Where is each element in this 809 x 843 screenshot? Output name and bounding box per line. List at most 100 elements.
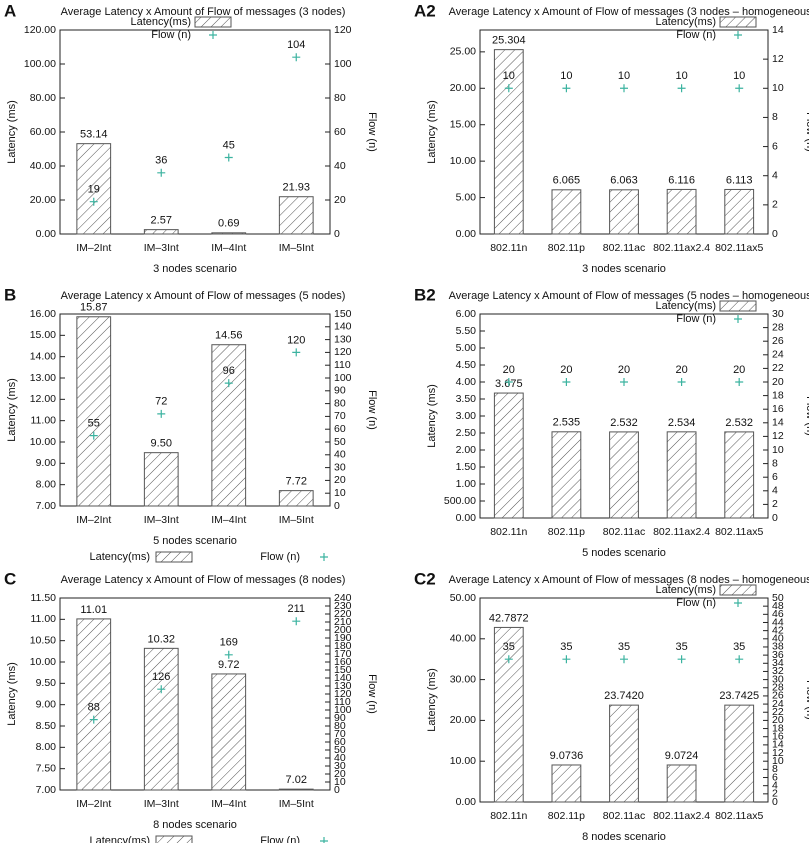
y-tick-label: 15.00 xyxy=(30,329,56,341)
y2-tick-label: 40 xyxy=(334,160,346,172)
panel-label: C2 xyxy=(414,569,436,588)
y2-tick-label: 4 xyxy=(772,169,778,181)
y2-tick-label: 90 xyxy=(334,385,346,397)
x-axis-label: 3 nodes scenario xyxy=(582,263,666,275)
y2-tick-label: 16 xyxy=(772,731,784,743)
legend-label: Flow (n) xyxy=(151,29,191,41)
latency-bar xyxy=(76,618,112,791)
y2-tick-label: 8 xyxy=(772,457,778,469)
y-tick-label: 3.50 xyxy=(456,393,477,405)
y-axis-label: Latency (ms) xyxy=(6,662,18,726)
y2-tick-label: 240 xyxy=(334,592,352,604)
latency-label: 9.50 xyxy=(151,438,172,450)
y2-tick-label: 42 xyxy=(772,624,784,636)
latency-bar xyxy=(609,704,639,803)
flow-point xyxy=(157,168,166,177)
y2-tick-label: 140 xyxy=(334,672,352,684)
y2-axis-label: Flow (n) xyxy=(366,112,378,152)
y2-tick-label: 230 xyxy=(334,600,352,612)
chart-title: Average Latency x Amount of Flow of mess… xyxy=(449,6,809,18)
chart-title: Average Latency x Amount of Flow of mess… xyxy=(61,290,346,302)
latency-label: 6.063 xyxy=(610,175,638,187)
x-tick-label: IM–5Int xyxy=(279,242,314,254)
y-tick-label: 5.50 xyxy=(456,325,477,337)
y-tick-label: 3.00 xyxy=(456,410,477,422)
x-tick-label: IM–5Int xyxy=(279,798,314,810)
y2-tick-label: 170 xyxy=(334,648,352,660)
y-tick-label: 5.00 xyxy=(456,342,477,354)
y2-tick-label: 40 xyxy=(334,752,346,764)
latency-label: 21.93 xyxy=(282,182,310,194)
legend-swatch xyxy=(155,835,193,843)
y2-tick-label: 130 xyxy=(334,333,352,345)
latency-label: 23.7425 xyxy=(719,690,759,702)
y-tick-label: 20.00 xyxy=(450,82,476,94)
flow-label: 55 xyxy=(88,418,100,430)
y2-tick-label: 140 xyxy=(334,321,352,333)
flow-label: 20 xyxy=(675,364,687,376)
latency-label: 10.32 xyxy=(147,633,175,645)
latency-bar xyxy=(551,189,582,235)
y2-tick-label: 28 xyxy=(772,321,784,333)
y-tick-label: 25.00 xyxy=(450,46,476,58)
y-tick-label: 4.00 xyxy=(456,376,477,388)
legend-swatch xyxy=(719,584,757,596)
flow-point xyxy=(620,378,628,386)
y2-tick-label: 120 xyxy=(334,346,352,358)
latency-bar xyxy=(493,392,524,519)
flow-label: 19 xyxy=(88,184,100,196)
y-tick-label: 20.00 xyxy=(30,194,56,206)
y2-tick-label: 120 xyxy=(334,24,352,36)
flow-label: 35 xyxy=(560,641,572,653)
y2-tick-label: 44 xyxy=(772,616,784,628)
x-tick-label: IM–4Int xyxy=(211,514,246,526)
legend-swatch xyxy=(719,16,757,28)
y-tick-label: 30.00 xyxy=(450,673,476,685)
y2-tick-label: 22 xyxy=(772,706,784,718)
latency-bar xyxy=(278,788,314,791)
latency-label: 53.14 xyxy=(80,129,108,141)
y-tick-label: 500.00 xyxy=(444,495,476,507)
y2-tick-label: 80 xyxy=(334,92,346,104)
x-tick-label: 802.11ac xyxy=(603,526,645,538)
latency-label: 2.535 xyxy=(553,417,581,429)
y-tick-label: 5.00 xyxy=(456,191,477,203)
y2-tick-label: 24 xyxy=(772,698,784,710)
y2-tick-label: 26 xyxy=(772,335,784,347)
latency-label: 2.532 xyxy=(725,417,753,429)
y-tick-label: 10.00 xyxy=(450,155,476,167)
latency-bar xyxy=(609,431,639,519)
panel-label: B xyxy=(4,285,16,304)
legend-marker xyxy=(734,599,742,607)
panel-label: B2 xyxy=(414,285,436,304)
y2-tick-label: 8 xyxy=(772,763,778,775)
latency-bar xyxy=(278,196,314,235)
flow-point xyxy=(677,378,686,386)
latency-bar xyxy=(143,647,179,791)
y-tick-label: 120.00 xyxy=(24,24,56,36)
x-tick-label: IM–2Int xyxy=(76,242,111,254)
legend-swatch xyxy=(719,300,757,312)
flow-point xyxy=(292,348,301,357)
y2-tick-label: 210 xyxy=(334,616,352,628)
y2-tick-label: 2 xyxy=(772,788,778,800)
latency-label: 0.69 xyxy=(218,218,239,230)
latency-label: 14.56 xyxy=(215,330,243,342)
y-tick-label: 8.50 xyxy=(36,720,57,732)
latency-label: 15.87 xyxy=(80,302,108,314)
x-tick-label: 802.11p xyxy=(548,810,585,822)
y-tick-label: 0.00 xyxy=(36,228,57,240)
y2-tick-label: 32 xyxy=(772,665,784,677)
y2-tick-label: 6 xyxy=(772,471,778,483)
x-axis-label: 3 nodes scenario xyxy=(153,263,237,275)
flow-label: 104 xyxy=(287,39,305,51)
latency-bar xyxy=(143,452,179,507)
flow-label: 35 xyxy=(675,641,687,653)
y-tick-label: 10.50 xyxy=(30,634,56,646)
latency-bar xyxy=(493,49,524,235)
y-tick-label: 8.00 xyxy=(36,741,57,753)
y2-tick-label: 30 xyxy=(772,308,784,320)
y-axis-label: Latency (ms) xyxy=(426,100,438,164)
y2-axis-label: Flow (n) xyxy=(804,680,809,720)
flow-point xyxy=(504,84,513,93)
